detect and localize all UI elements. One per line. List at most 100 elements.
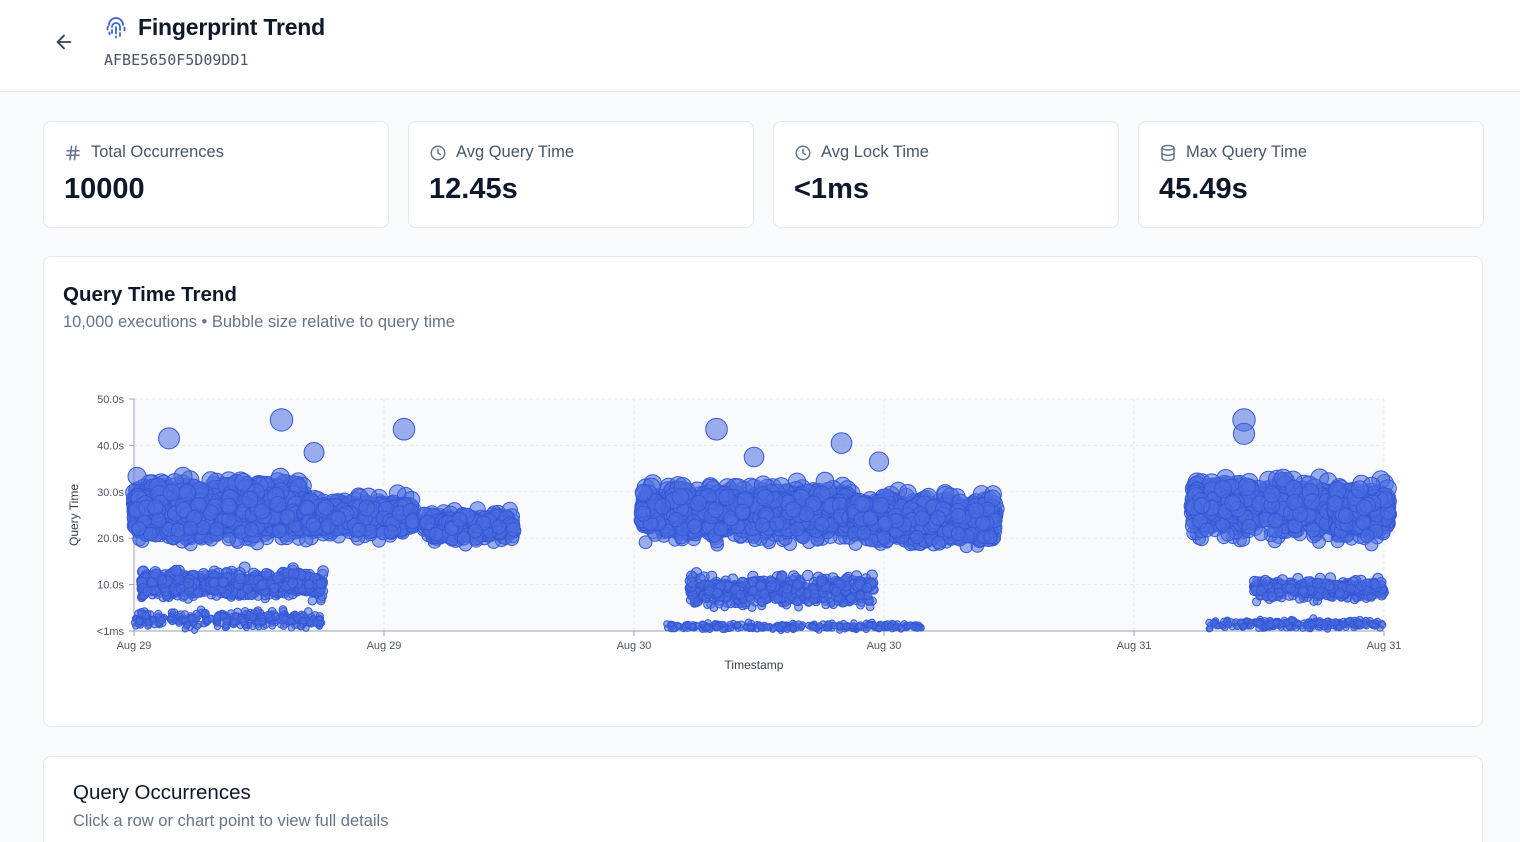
scatter-point[interactable] xyxy=(257,579,268,591)
stat-card-avg-query-time: Avg Query Time 12.45s xyxy=(408,121,754,228)
scatter-point[interactable] xyxy=(208,577,220,588)
scatter-point[interactable] xyxy=(671,488,690,506)
scatter-point[interactable] xyxy=(317,565,329,577)
scatter-point[interactable] xyxy=(305,517,321,533)
scatter-point[interactable] xyxy=(239,617,248,626)
stat-label: Avg Lock Time xyxy=(821,143,929,161)
scatter-point[interactable] xyxy=(634,483,653,502)
scatter-point[interactable] xyxy=(287,577,299,589)
scatter-point[interactable] xyxy=(358,499,376,517)
scatter-point[interactable] xyxy=(505,522,521,537)
scatter-point[interactable] xyxy=(187,614,196,623)
scatter-point[interactable] xyxy=(687,518,703,534)
scatter-point[interactable] xyxy=(303,579,315,590)
scatter-point[interactable] xyxy=(242,583,253,594)
scatter-point[interactable] xyxy=(127,466,147,486)
scatter-point[interactable] xyxy=(182,520,198,536)
scatter-point[interactable] xyxy=(271,572,283,584)
scatter-point[interactable] xyxy=(170,564,182,577)
scatter-point[interactable] xyxy=(769,516,785,532)
scatter-point[interactable] xyxy=(287,568,300,580)
scatter-point[interactable] xyxy=(221,511,237,528)
scatter-point[interactable] xyxy=(296,622,305,631)
scatter-point[interactable] xyxy=(141,611,151,620)
scatter-point[interactable] xyxy=(183,620,192,629)
scatter-point[interactable] xyxy=(269,582,280,594)
scatter-point[interactable] xyxy=(183,577,195,589)
stat-card-avg-lock-time: Avg Lock Time <1ms xyxy=(773,121,1119,228)
scatter-point[interactable] xyxy=(689,494,707,512)
scatter-point[interactable] xyxy=(789,521,805,537)
scatter-point[interactable] xyxy=(154,609,163,619)
scatter-point[interactable] xyxy=(668,511,684,528)
scatter-point[interactable] xyxy=(278,605,288,614)
scatter-point[interactable] xyxy=(756,489,774,507)
scatter-point[interactable] xyxy=(785,501,802,518)
scatter-point[interactable] xyxy=(271,612,280,621)
scatter-point[interactable] xyxy=(351,522,367,538)
scatter-point[interactable] xyxy=(654,498,672,515)
scatter-point[interactable] xyxy=(419,514,436,530)
scatter-point[interactable] xyxy=(814,516,830,532)
scatter-point[interactable] xyxy=(293,613,302,622)
scatter-point[interactable] xyxy=(162,483,181,502)
scatter-point[interactable] xyxy=(268,622,277,630)
scatter-point[interactable] xyxy=(160,586,171,597)
scatter-point[interactable] xyxy=(180,610,190,619)
scatter-point[interactable] xyxy=(201,609,210,618)
scatter-point[interactable] xyxy=(170,522,186,538)
scatter-point[interactable] xyxy=(286,617,295,625)
scatter-point[interactable] xyxy=(220,497,237,515)
scatter-point[interactable] xyxy=(221,532,236,547)
scatter-point[interactable] xyxy=(383,524,399,540)
scatter-point[interactable] xyxy=(235,573,247,585)
scatter-points xyxy=(125,408,1397,634)
scatter-point[interactable] xyxy=(311,618,320,627)
scatter-point[interactable] xyxy=(707,501,724,519)
scatter-point[interactable] xyxy=(150,620,159,629)
scatter-point[interactable] xyxy=(197,568,210,580)
query-time-trend-card: Query Time Trend 10,000 executions • Bub… xyxy=(43,256,1483,727)
scatter-point[interactable] xyxy=(734,503,751,520)
scatter-point[interactable] xyxy=(244,522,259,538)
scatter-point[interactable] xyxy=(754,517,770,533)
scatter-point[interactable] xyxy=(131,521,147,537)
scatter-point[interactable] xyxy=(279,509,296,525)
scatter-point[interactable] xyxy=(249,613,258,622)
back-button[interactable] xyxy=(50,28,78,56)
scatter-point[interactable] xyxy=(222,617,231,626)
scatter-point[interactable] xyxy=(207,614,216,623)
scatter-point[interactable] xyxy=(718,488,736,507)
scatter-point[interactable] xyxy=(156,574,168,586)
scatter-point[interactable] xyxy=(166,615,175,624)
scatter-point[interactable] xyxy=(150,512,167,529)
scatter-point[interactable] xyxy=(217,576,229,588)
scatter-point[interactable] xyxy=(144,618,153,627)
scatter-point[interactable] xyxy=(315,578,327,590)
scatter-point[interactable] xyxy=(317,499,335,516)
scatter-point[interactable] xyxy=(135,617,144,626)
scatter-point[interactable] xyxy=(307,596,317,606)
stat-value: <1ms xyxy=(794,173,869,205)
scatter-point[interactable] xyxy=(451,511,468,528)
scatter-point[interactable] xyxy=(209,521,225,537)
scatter-point[interactable] xyxy=(468,523,483,539)
scatter-point[interactable] xyxy=(142,586,153,597)
scatter-point[interactable] xyxy=(230,618,238,627)
scatter-point[interactable] xyxy=(713,521,729,537)
scatter-point[interactable] xyxy=(253,503,271,520)
scatter-point[interactable] xyxy=(298,499,316,517)
scatter-point[interactable] xyxy=(638,535,653,550)
scatter-point[interactable] xyxy=(491,519,507,535)
scatter-point[interactable] xyxy=(428,526,444,542)
scatter-point[interactable] xyxy=(178,483,197,502)
scatter-point[interactable] xyxy=(269,496,287,513)
x-tick-label: Aug 29 xyxy=(117,640,152,652)
scatter-point[interactable] xyxy=(635,505,652,522)
scatter-point[interactable] xyxy=(241,490,259,509)
scatter-point[interactable] xyxy=(280,622,288,630)
scatter-point[interactable] xyxy=(304,607,313,616)
scatter-point[interactable] xyxy=(264,611,273,620)
scatter-point[interactable] xyxy=(330,510,347,527)
